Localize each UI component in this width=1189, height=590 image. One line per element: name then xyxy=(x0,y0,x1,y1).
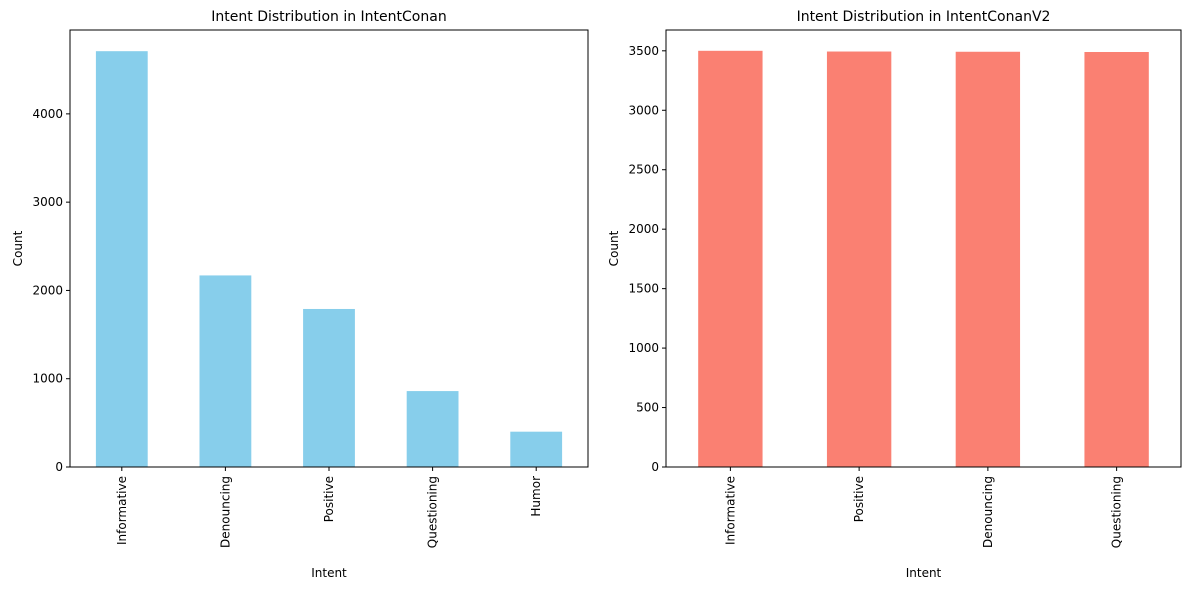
chart-title: Intent Distribution in IntentConanV2 xyxy=(797,9,1051,25)
y-tick-label: 500 xyxy=(636,401,659,415)
plot-frame xyxy=(69,29,589,468)
x-tick-label: Denouncing xyxy=(981,476,995,548)
bar-denouncing xyxy=(955,51,1021,468)
y-tick-label: 1500 xyxy=(628,282,659,296)
chart-intentconan: Intent Distribution in IntentConan Inten… xyxy=(11,9,589,580)
y-tick-label: 0 xyxy=(651,460,659,474)
y-tick-label: 2500 xyxy=(628,163,659,177)
y-tick-label: 2000 xyxy=(628,222,659,236)
x-axis-label: Intent xyxy=(311,566,347,580)
x-tick-label: Denouncing xyxy=(218,476,232,548)
bar-denouncing xyxy=(199,275,252,467)
y-tick-label: 2000 xyxy=(32,283,63,297)
y-tick-label: 1000 xyxy=(628,341,659,355)
y-tick-label: 4000 xyxy=(32,107,63,121)
x-ticks: Informative Positive Denouncing Questioning xyxy=(723,467,1124,548)
x-tick-label: Questioning xyxy=(1110,476,1124,548)
y-ticks: 0 500 1000 1500 2000 2500 3000 3500 xyxy=(628,44,666,474)
x-tick-label: Positive xyxy=(852,476,866,522)
chart-intentconanv2: Intent Distribution in IntentConanV2 Int… xyxy=(607,9,1182,580)
bar-questioning xyxy=(406,391,459,467)
bar-informative xyxy=(95,51,148,468)
y-tick-label: 3000 xyxy=(628,103,659,117)
bars xyxy=(698,50,1149,468)
x-tick-label: Informative xyxy=(723,476,737,545)
x-tick-label: Questioning xyxy=(426,476,440,548)
x-tick-label: Humor xyxy=(529,476,543,517)
y-tick-label: 0 xyxy=(55,460,63,474)
bar-informative xyxy=(698,50,763,468)
y-tick-label: 3500 xyxy=(628,44,659,58)
y-ticks: 0 1000 2000 3000 4000 xyxy=(32,107,70,474)
bar-humor xyxy=(510,431,563,467)
plot-frame xyxy=(665,29,1182,468)
x-axis-label: Intent xyxy=(906,566,942,580)
bar-positive xyxy=(303,308,355,467)
x-ticks: Informative Denouncing Positive Questioning… xyxy=(115,467,543,548)
bar-questioning xyxy=(1084,51,1149,468)
bar-positive xyxy=(826,51,892,467)
y-tick-label: 1000 xyxy=(32,372,63,386)
y-tick-label: 3000 xyxy=(32,195,63,209)
x-tick-label: Informative xyxy=(115,476,129,545)
y-axis-label: Count xyxy=(11,230,25,266)
chart-title: Intent Distribution in IntentConan xyxy=(211,9,446,25)
x-tick-label: Positive xyxy=(322,476,336,522)
y-axis-label: Count xyxy=(607,230,621,266)
bars xyxy=(95,51,563,468)
